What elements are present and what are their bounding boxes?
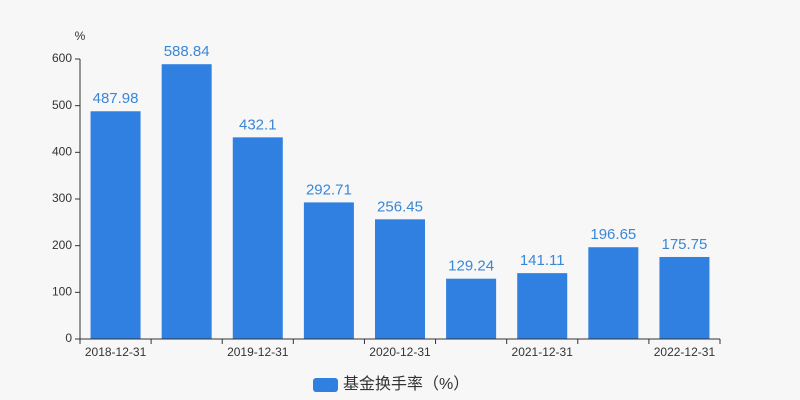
- y-tick-label: 300: [52, 191, 72, 205]
- x-tick-label: 2021-12-31: [512, 345, 574, 359]
- legend-label: 基金换手率（%）: [343, 375, 469, 393]
- x-tick-label: 2018-12-31: [85, 345, 147, 359]
- value-label: 196.65: [590, 226, 636, 243]
- value-label: 141.11: [520, 252, 565, 269]
- bar: [232, 137, 283, 339]
- y-tick-label: 600: [52, 51, 72, 65]
- value-label: 588.84: [164, 43, 210, 60]
- x-tick-label: 2022-12-31: [654, 345, 716, 359]
- x-tick-label: 2020-12-31: [369, 345, 431, 359]
- value-label: 292.71: [306, 181, 352, 198]
- bar: [90, 111, 141, 339]
- bar: [375, 219, 425, 339]
- bar: [161, 64, 212, 339]
- y-tick-label: 200: [52, 238, 72, 252]
- value-label: 175.75: [661, 236, 707, 253]
- value-label: 256.45: [377, 198, 423, 215]
- y-tick-label: 500: [52, 98, 72, 112]
- bar: [446, 278, 497, 339]
- y-tick-label: 400: [52, 145, 72, 159]
- y-tick-label: 100: [52, 285, 72, 299]
- value-label: 487.98: [93, 90, 139, 107]
- value-label: 432.1: [239, 116, 277, 133]
- y-tick-label: 0: [65, 331, 72, 345]
- bar: [659, 256, 710, 339]
- legend-swatch: [313, 378, 338, 392]
- bar: [517, 273, 568, 339]
- bar: [588, 247, 639, 339]
- bar: [303, 202, 354, 339]
- value-label: 129.24: [448, 258, 494, 275]
- y-axis-label: %: [75, 29, 86, 43]
- x-tick-label: 2019-12-31: [227, 345, 289, 359]
